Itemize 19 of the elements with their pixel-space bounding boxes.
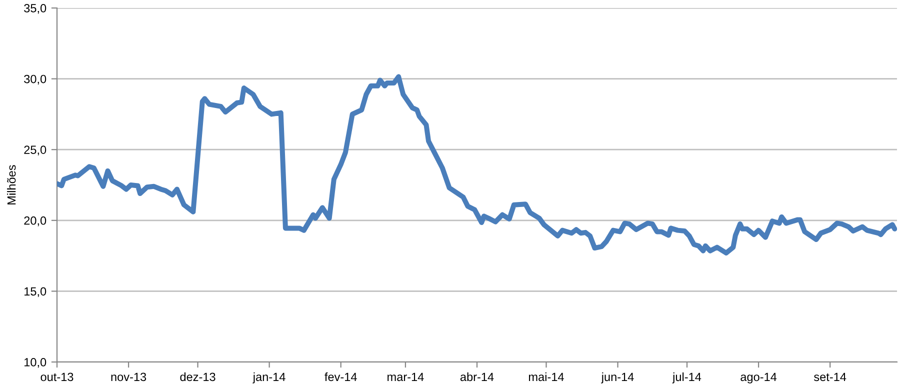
y-tick-label: 25,0 <box>24 146 46 156</box>
x-tick-label: set-14 <box>814 372 846 382</box>
x-tick-label: dez-13 <box>180 372 216 382</box>
x-tick-label: fev-14 <box>324 372 357 382</box>
x-tick-label: jun-14 <box>601 372 634 384</box>
y-tick-label: 15,0 <box>24 287 46 297</box>
x-tick-label: nov-13 <box>111 372 146 382</box>
y-tick-label: 10,0 <box>24 358 46 368</box>
y-tick-label: 35,0 <box>24 4 46 14</box>
x-tick-label: out-13 <box>40 372 74 382</box>
y-axis-title: Milhões <box>7 165 16 204</box>
y-tick-label: 20,0 <box>24 216 46 226</box>
x-tick-label: mai-14 <box>528 372 564 382</box>
x-tick-label: ago-14 <box>740 372 777 384</box>
x-tick-label: mar-14 <box>388 372 424 382</box>
x-tick-label: jul-14 <box>672 372 702 384</box>
x-tick-label: abr-14 <box>460 372 494 382</box>
y-tick-label: 30,0 <box>24 74 46 85</box>
x-tick-label: jan-14 <box>252 372 286 384</box>
